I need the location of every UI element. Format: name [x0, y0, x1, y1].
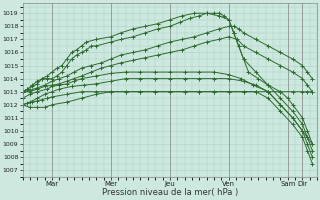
X-axis label: Pression niveau de la mer( hPa ): Pression niveau de la mer( hPa ) [102, 188, 238, 197]
